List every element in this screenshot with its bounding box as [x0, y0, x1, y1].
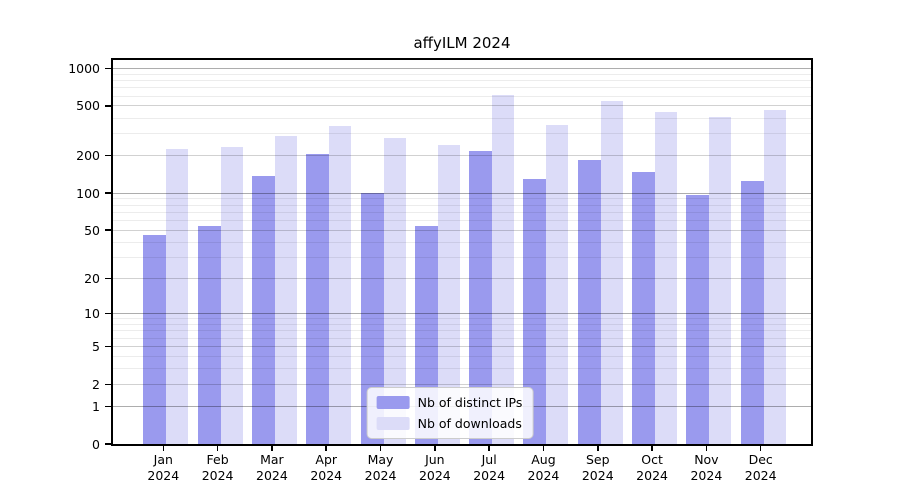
- x-tick-label-oct: Oct 2024: [636, 452, 668, 483]
- y-tick-1000: [105, 67, 111, 70]
- bar-downloads-sep: [600, 101, 623, 444]
- bar-downloads-feb: [220, 146, 243, 444]
- x-tick-mar: [271, 446, 273, 451]
- x-tick-dec: [759, 446, 762, 451]
- y-tick-200: [105, 154, 111, 157]
- legend-swatch-downloads: [376, 417, 410, 430]
- bar-downloads-jun: [437, 145, 460, 444]
- y-tick-label-100: 100: [76, 185, 100, 201]
- legend: Nb of distinct IPs Nb of downloads: [366, 387, 534, 439]
- x-tick-apr: [325, 446, 327, 451]
- chart-title: affyILM 2024: [413, 34, 511, 52]
- x-tick-nov: [705, 446, 708, 451]
- bar-distinct-ips-sep: [577, 159, 601, 444]
- legend-swatch-distinct-ips: [376, 396, 410, 409]
- x-tick-feb: [216, 446, 219, 451]
- x-tick-label-nov: Nov 2024: [690, 452, 723, 483]
- bar-downloads-oct: [655, 111, 678, 444]
- y-tick-label-2: 2: [92, 376, 100, 392]
- bar-downloads-dec: [763, 110, 786, 444]
- y-tick-0: [105, 443, 111, 445]
- y-tick-10: [105, 312, 111, 315]
- x-tick-label-dec: Dec 2024: [744, 452, 777, 483]
- y-tick-label-50: 50: [84, 222, 100, 238]
- x-tick-label-jan: Jan 2024: [147, 452, 180, 483]
- bar-distinct-ips-jul: [469, 150, 493, 444]
- bar-distinct-ips-mar: [251, 175, 275, 444]
- x-tick-aug: [542, 446, 545, 451]
- bar-downloads-mar: [274, 136, 297, 444]
- y-tick-label-20: 20: [84, 270, 100, 286]
- x-tick-jan: [162, 446, 165, 451]
- x-tick-label-may: May 2024: [364, 452, 397, 483]
- legend-item-distinct-ips: Nb of distinct IPs: [376, 395, 523, 410]
- y-tick-label-500: 500: [76, 98, 100, 114]
- y-tick-5: [105, 345, 111, 348]
- bar-downloads-aug: [546, 124, 569, 444]
- y-tick-50: [105, 229, 111, 231]
- y-tick-label-10: 10: [84, 306, 100, 322]
- x-tick-label-apr: Apr 2024: [310, 452, 343, 483]
- y-tick-label-1000: 1000: [68, 60, 100, 76]
- bar-distinct-ips-aug: [523, 178, 547, 444]
- bar-distinct-ips-may: [360, 193, 384, 444]
- x-tick-label-aug: Aug 2024: [527, 452, 560, 483]
- x-tick-may: [379, 446, 382, 451]
- y-tick-2: [105, 383, 111, 385]
- bar-distinct-ips-dec: [740, 181, 764, 444]
- x-tick-label-mar: Mar 2024: [256, 452, 288, 483]
- bar-distinct-ips-oct: [632, 171, 656, 444]
- bar-downloads-jan: [166, 149, 189, 444]
- bars-layer: [113, 60, 811, 444]
- x-tick-label-sep: Sep 2024: [581, 452, 614, 483]
- y-tick-label-200: 200: [76, 148, 100, 164]
- bar-distinct-ips-nov: [686, 194, 710, 444]
- bar-distinct-ips-jan: [143, 234, 167, 444]
- x-tick-jun: [434, 446, 436, 451]
- y-tick-20: [105, 277, 111, 280]
- x-tick-label-jul: Jul 2024: [473, 452, 506, 483]
- x-tick-sep: [597, 446, 599, 451]
- x-tick-label-feb: Feb 2024: [201, 452, 234, 483]
- bar-downloads-apr: [329, 126, 352, 444]
- legend-item-downloads: Nb of downloads: [376, 416, 523, 431]
- bar-downloads-jul: [492, 94, 515, 444]
- bar-downloads-nov: [709, 116, 732, 444]
- y-tick-100: [105, 192, 111, 194]
- x-tick-label-jun: Jun 2024: [418, 452, 451, 483]
- y-tick-500: [105, 105, 111, 107]
- bar-distinct-ips-apr: [306, 154, 330, 444]
- x-tick-jul: [488, 446, 490, 451]
- y-tick-label-0: 0: [92, 436, 100, 452]
- legend-label-downloads: Nb of downloads: [417, 416, 522, 431]
- bar-distinct-ips-feb: [197, 226, 221, 444]
- legend-label-distinct-ips: Nb of distinct IPs: [417, 395, 523, 410]
- y-tick-label-5: 5: [92, 339, 100, 355]
- plot-area: Nb of distinct IPs Nb of downloads: [111, 58, 813, 446]
- x-tick-oct: [651, 446, 653, 451]
- bar-downloads-may: [383, 138, 406, 444]
- y-tick-label-1: 1: [92, 398, 100, 414]
- y-tick-1: [105, 405, 111, 408]
